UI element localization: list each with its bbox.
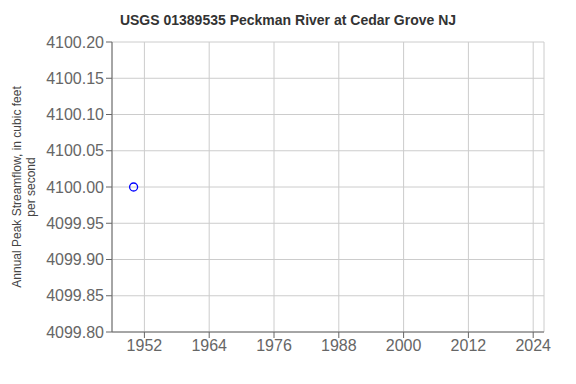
svg-text:Annual Peak Streamflow, in cub: Annual Peak Streamflow, in cubic feetper…: [10, 86, 38, 288]
svg-text:4099.85: 4099.85: [46, 287, 104, 304]
svg-text:2024: 2024: [515, 337, 551, 354]
svg-text:4099.90: 4099.90: [46, 251, 104, 268]
svg-text:4100.05: 4100.05: [46, 142, 104, 159]
svg-text:2012: 2012: [451, 337, 487, 354]
svg-text:4100.00: 4100.00: [46, 179, 104, 196]
svg-text:4100.15: 4100.15: [46, 70, 104, 87]
svg-text:4100.10: 4100.10: [46, 106, 104, 123]
svg-text:1964: 1964: [191, 337, 227, 354]
svg-text:4099.95: 4099.95: [46, 215, 104, 232]
svg-text:2000: 2000: [386, 337, 422, 354]
html-text:USGS 01389535 Peckman River at: USGS 01389535 Peckman River at Cedar Gro…: [119, 12, 457, 28]
svg-text:4099.80: 4099.80: [46, 324, 104, 341]
svg-text:1952: 1952: [127, 337, 163, 354]
svg-text:4100.20: 4100.20: [46, 34, 104, 51]
svg-text:1976: 1976: [256, 337, 292, 354]
svg-text:1988: 1988: [321, 337, 357, 354]
